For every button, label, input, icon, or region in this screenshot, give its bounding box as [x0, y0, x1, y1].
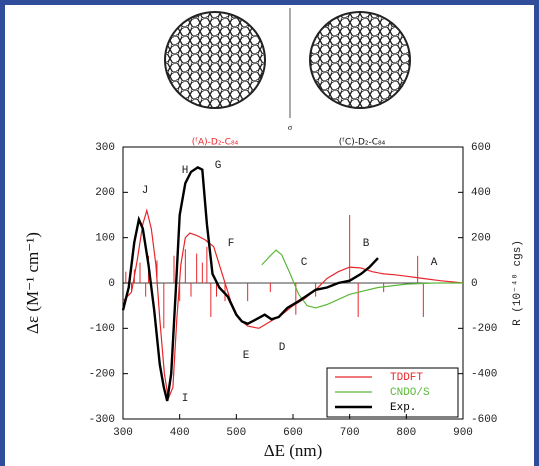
annotation: A	[431, 257, 438, 269]
page: {"chart_data": { "type": "line", "subtit…	[0, 0, 539, 466]
annotation: D	[279, 342, 286, 354]
y-tick-label: 200	[95, 187, 115, 199]
x-tick-label: 500	[226, 427, 246, 439]
y-axis-label: Δε (M⁻¹ cm⁻¹)	[23, 232, 42, 334]
annotation: G	[215, 160, 222, 172]
y2-tick-label: 600	[471, 142, 491, 154]
y2-tick-label: -400	[471, 369, 497, 381]
y2-tick-label: -200	[471, 323, 497, 335]
x-tick-label: 700	[340, 427, 360, 439]
y-tick-label: -300	[89, 414, 115, 426]
y2-tick-label: 400	[471, 187, 491, 199]
divider-label: σ	[288, 123, 293, 132]
legend-label: TDDFT	[390, 372, 423, 384]
annotation: B	[363, 238, 370, 250]
molecule	[310, 12, 410, 108]
molecule	[165, 12, 265, 108]
annotation: H	[182, 165, 189, 177]
y2-tick-label: -600	[471, 414, 497, 426]
x-axis-label: ΔE (nm)	[264, 441, 323, 460]
annotation: F	[228, 238, 235, 250]
annotation: I	[182, 393, 189, 405]
x-tick-label: 900	[453, 427, 473, 439]
x-tick-label: 300	[113, 427, 133, 439]
x-tick-label: 800	[396, 427, 416, 439]
y2-tick-label: 200	[471, 233, 491, 245]
y-tick-label: -100	[89, 323, 115, 335]
y2-axis-label: R (10⁻⁴⁰ cgs)	[512, 240, 524, 326]
x-tick-label: 400	[170, 427, 190, 439]
legend-label: CNDO/S	[390, 387, 430, 399]
y-tick-label: 100	[95, 233, 115, 245]
y2-tick-label: 0	[471, 278, 478, 290]
annotation: J	[142, 185, 149, 197]
legend-label: Exp.	[390, 402, 416, 414]
annotation: C	[301, 257, 308, 269]
x-tick-label: 600	[283, 427, 303, 439]
y-tick-label: 300	[95, 142, 115, 154]
annotation: E	[243, 350, 250, 362]
chart: σ (ᶠA)-D₂-C₈₄ (ᶠC)-D₂-C₈₄ ΔE (nm) Δε (M⁻…	[0, 0, 539, 466]
subtitle: (ᶠA)-D₂-C₈₄	[192, 138, 239, 148]
subtitle: (ᶠC)-D₂-C₈₄	[339, 138, 386, 148]
y-tick-label: -200	[89, 369, 115, 381]
y-tick-label: 0	[108, 278, 115, 290]
